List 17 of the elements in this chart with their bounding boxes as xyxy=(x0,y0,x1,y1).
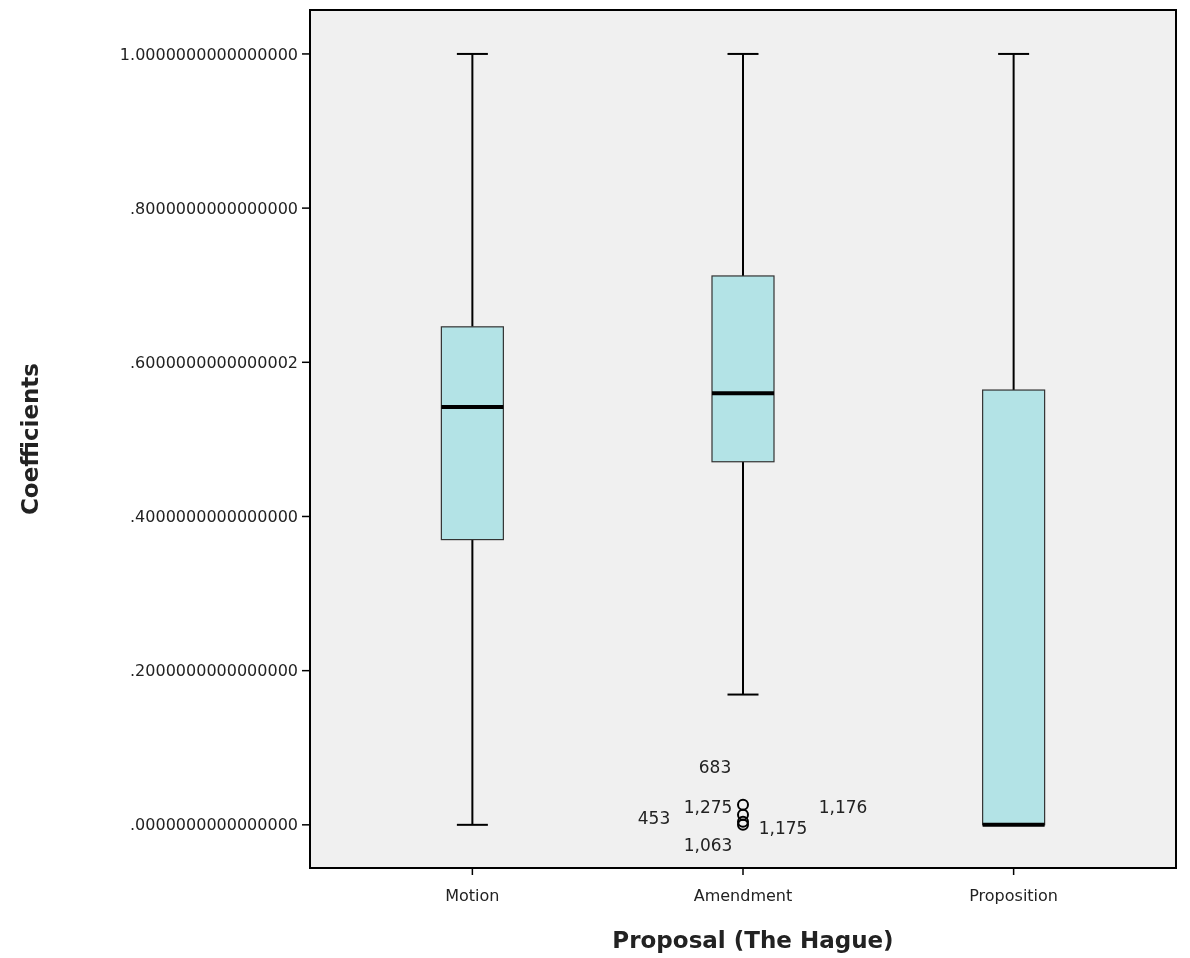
annotation: 1,175 xyxy=(758,817,808,838)
y-tick-label: 1.0000000000000000 xyxy=(119,44,298,64)
y-tick-label: .4000000000000000 xyxy=(130,507,298,527)
annotation: 683 xyxy=(698,756,732,777)
y-tick-label: .8000000000000000 xyxy=(130,198,298,218)
annotation: 453 xyxy=(637,807,671,828)
annotation: 1,176 xyxy=(818,796,868,817)
annotation: 1,063 xyxy=(683,834,733,855)
x-axis-title: Proposal (The Hague) xyxy=(612,927,894,953)
x-tick-label: Motion xyxy=(445,886,500,905)
y-tick-label: .0000000000000000 xyxy=(130,815,298,835)
x-tick-label: Proposition xyxy=(969,886,1059,905)
annotation: 1,275 xyxy=(683,796,733,817)
x-tick-label: Amendment xyxy=(693,886,793,905)
y-tick-label: .6000000000000002 xyxy=(130,352,298,372)
y-axis-title: Coefficients xyxy=(17,362,43,516)
y-tick-label: .2000000000000000 xyxy=(130,661,298,681)
